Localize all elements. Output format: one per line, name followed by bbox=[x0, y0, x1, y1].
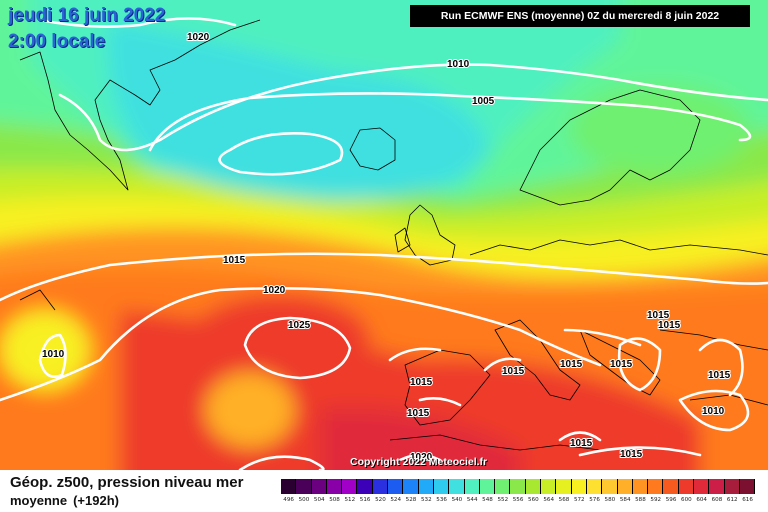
legend-tick-label: 576 bbox=[589, 497, 600, 503]
legend-swatch bbox=[372, 479, 389, 494]
pressure-label: 1015 bbox=[407, 408, 430, 419]
legend-tick-label: 556 bbox=[512, 497, 524, 503]
pressure-label: 1015 bbox=[647, 310, 670, 321]
legend-tick-label: 584 bbox=[619, 497, 631, 503]
legend-swatch bbox=[709, 479, 725, 494]
legend-tick-label: 560 bbox=[528, 497, 539, 503]
legend-swatch bbox=[281, 479, 297, 494]
legend-swatch bbox=[357, 479, 373, 494]
forecast-hours: (+192h) bbox=[73, 493, 119, 508]
pressure-label: 1020 bbox=[410, 452, 433, 463]
legend-tick-label: 572 bbox=[573, 497, 585, 503]
legend-tick-label: 520 bbox=[375, 497, 386, 503]
legend-swatch bbox=[479, 479, 496, 494]
legend-tick-label: 532 bbox=[420, 497, 432, 503]
legend-swatch bbox=[495, 479, 511, 494]
legend-swatch bbox=[617, 479, 633, 494]
pressure-label: 1015 bbox=[223, 255, 246, 266]
legend-tick-label: 592 bbox=[650, 497, 662, 503]
legend-swatch bbox=[342, 479, 358, 494]
legend-swatch bbox=[433, 479, 450, 494]
legend-tick-label: 516 bbox=[359, 497, 371, 503]
legend-tick-label: 496 bbox=[283, 497, 294, 503]
legend-tick-label: 612 bbox=[726, 497, 738, 503]
legend-swatch bbox=[694, 479, 710, 494]
pressure-label: 1015 bbox=[620, 449, 643, 460]
forecast-time: 2:00 locale bbox=[8, 31, 106, 52]
pressure-labels: 1020 1010 1005 1015 1020 1025 1010 1015 … bbox=[41, 31, 732, 464]
pressure-label: 1015 bbox=[560, 359, 583, 370]
pressure-label: 1010 bbox=[702, 406, 725, 417]
legend-tick-label: 512 bbox=[344, 497, 356, 503]
legend-swatch bbox=[648, 479, 664, 494]
legend-swatch bbox=[296, 479, 312, 494]
legend-swatch bbox=[663, 479, 679, 494]
legend-swatch bbox=[525, 479, 542, 494]
pressure-label: 1015 bbox=[502, 366, 525, 377]
legend-tick-label: 508 bbox=[329, 497, 340, 503]
pressure-label: 1015 bbox=[658, 320, 681, 331]
legend-tick-label: 544 bbox=[466, 497, 478, 503]
pressure-label: 1015 bbox=[410, 377, 433, 388]
legend-tick-label: 604 bbox=[696, 497, 707, 503]
pressure-label: 1025 bbox=[288, 320, 311, 331]
legend-swatch bbox=[586, 479, 603, 494]
pressure-label: 1015 bbox=[570, 438, 593, 449]
legend-swatch bbox=[724, 479, 740, 494]
legend-swatch bbox=[403, 479, 419, 494]
legend-tick-label: 540 bbox=[451, 497, 463, 503]
legend-tick-label: 580 bbox=[604, 497, 616, 503]
legend-swatch bbox=[311, 479, 327, 494]
copyright: Copyright 2022 Meteociel.fr bbox=[350, 456, 488, 468]
geopotential-field: 1020 1010 1005 1015 1020 1025 1010 1015 … bbox=[0, 0, 768, 470]
legend-swatch bbox=[449, 479, 465, 494]
pressure-label: 1020 bbox=[263, 285, 286, 296]
pressure-label: 1005 bbox=[472, 96, 495, 107]
legend-ticks: 496 500 504 508 512 516 520 524 528 532 536 540 544 5… bbox=[281, 497, 755, 503]
legend-swatch bbox=[541, 479, 557, 494]
legend-swatch bbox=[571, 479, 587, 494]
pressure-label: 1010 bbox=[447, 59, 470, 70]
legend-tick-label: 616 bbox=[742, 497, 753, 503]
legend-swatch bbox=[418, 479, 434, 494]
forecast-date: jeudi 16 juin 2022 bbox=[8, 5, 166, 26]
legend-swatch bbox=[556, 479, 572, 494]
legend-tick-label: 596 bbox=[665, 497, 677, 503]
legend-tick-label: 536 bbox=[436, 497, 447, 503]
legend-swatch bbox=[388, 479, 404, 494]
pressure-label: 1010 bbox=[42, 349, 65, 360]
legend-swatch bbox=[739, 479, 756, 494]
legend-tick-label: 528 bbox=[405, 497, 417, 503]
legend-swatch bbox=[678, 479, 695, 494]
chart-title: Géop. z500, pression niveau mer bbox=[10, 474, 244, 491]
pressure-label: 1015 bbox=[610, 359, 633, 370]
legend-tick-label: 500 bbox=[298, 497, 310, 503]
pressure-label: 1020 bbox=[187, 32, 210, 43]
legend-tick-label: 564 bbox=[543, 497, 555, 503]
run-info: Run ECMWF ENS (moyenne) 0Z du mercredi 8… bbox=[410, 5, 750, 27]
legend-tick-label: 588 bbox=[635, 497, 646, 503]
pressure-label: 1015 bbox=[708, 370, 731, 381]
legend-tick-label: 524 bbox=[390, 497, 402, 503]
legend-tick-label: 504 bbox=[313, 497, 325, 503]
legend-tick-label: 568 bbox=[558, 497, 570, 503]
legend-swatch bbox=[510, 479, 526, 494]
legend-tick-label: 600 bbox=[681, 497, 692, 503]
weather-map: 1020 1010 1005 1015 1020 1025 1010 1015 … bbox=[0, 0, 768, 470]
legend-swatch bbox=[632, 479, 649, 494]
legend-swatch bbox=[464, 479, 480, 494]
legend-swatch bbox=[326, 479, 343, 494]
legend-tick-label: 608 bbox=[711, 497, 723, 503]
color-legend bbox=[281, 479, 756, 494]
subtitle-mode: moyenne bbox=[10, 493, 68, 508]
isobars bbox=[0, 17, 768, 470]
legend-swatch bbox=[602, 479, 618, 494]
legend-tick-label: 548 bbox=[482, 497, 493, 503]
legend-tick-label: 552 bbox=[497, 497, 509, 503]
chart-subtitle: moyenne (+192h) bbox=[10, 493, 119, 508]
